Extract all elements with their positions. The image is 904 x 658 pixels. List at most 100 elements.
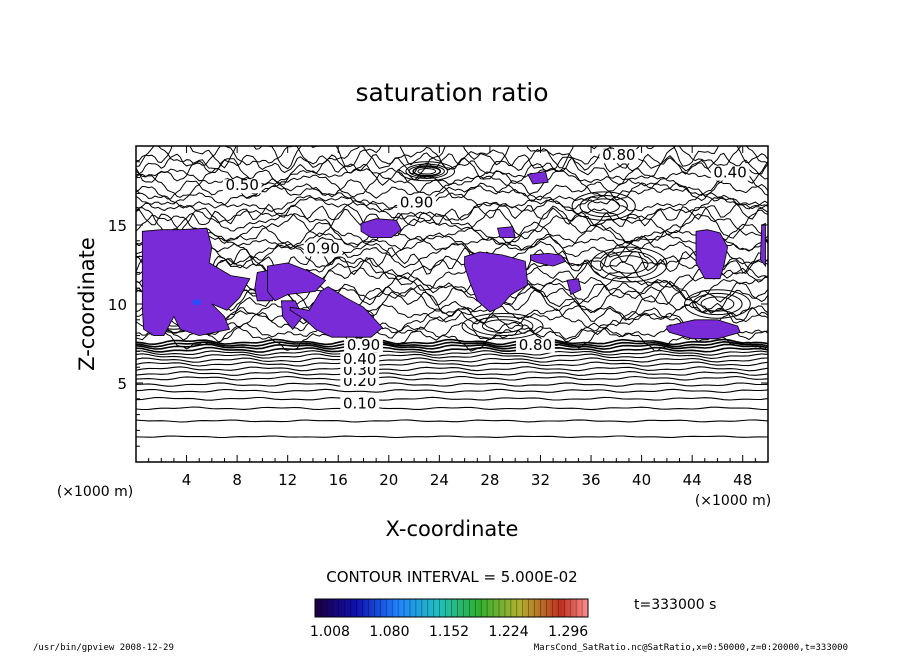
colorbar-stripes: [320, 599, 583, 617]
footer-right-text: MarsCond_SatRatio.nc@SatRatio,x=0:50000,…: [534, 643, 848, 653]
supersaturated-region: [464, 251, 529, 313]
contour-label-bg: [222, 179, 262, 194]
contour-cell: [471, 316, 534, 337]
contour-line: [136, 375, 768, 381]
contour-cell: [692, 292, 743, 316]
contour-label: 0.10: [343, 394, 376, 412]
contour-cell: [461, 312, 544, 340]
contour-cell: [600, 250, 658, 279]
colorbar-tick-label: 1.224: [489, 624, 529, 640]
contour-line: [136, 182, 768, 210]
contour-line: [136, 192, 768, 213]
peak-spot: [192, 299, 201, 306]
contour-cell: [587, 198, 620, 214]
contour-line: [136, 146, 768, 171]
contour-line: [136, 350, 768, 356]
contour-label-bg: [344, 338, 383, 353]
contour-line: [136, 357, 768, 363]
contour-line: [136, 361, 768, 367]
contour-line: [136, 286, 768, 314]
contour-cell: [590, 246, 668, 283]
contour-cell: [579, 194, 628, 218]
supersaturated-region: [360, 218, 402, 238]
contour-line: [136, 303, 768, 323]
contour-line: [136, 325, 768, 352]
contour-cell: [609, 255, 649, 274]
supersaturated-region: [496, 226, 516, 238]
plot-area: 0.100.200.300.400.900.800.500.900.800.90…: [136, 146, 768, 439]
supersaturated-region: [759, 222, 766, 268]
contour-label-bg: [340, 364, 380, 379]
colorbar-ticks: 1.008 1.080 1.152 1.224 1.296: [310, 624, 588, 640]
contour-label: 0.50: [225, 176, 258, 194]
contour-label-bg: [710, 166, 750, 181]
x-axis-ticks: 4 8 12 16 20 24 28 32 36 40 44 48: [148, 146, 756, 489]
x-tick-label: 40: [632, 471, 651, 489]
chart-title: saturation ratio: [355, 78, 548, 107]
contour-lines-lower: [136, 338, 768, 439]
x-tick-label: 32: [531, 471, 550, 489]
contour-cell: [684, 289, 751, 319]
colorbar-tick-label: 1.152: [429, 624, 469, 640]
supersaturated-region: [267, 262, 327, 302]
contour-line: [136, 435, 768, 439]
y-axis-ticks: 5 10 15: [108, 161, 768, 447]
contour-line: [136, 204, 768, 240]
contour-cell: [417, 168, 437, 175]
x-tick-label: 36: [581, 471, 600, 489]
contour-cell: [481, 319, 524, 333]
time-label: t=333000 s: [634, 597, 716, 613]
contour-cell: [412, 166, 441, 176]
contour-label-bg: [397, 196, 437, 211]
contour-label-bg: [340, 397, 380, 412]
contour-line: [136, 288, 768, 325]
x-axis-unit: (×1000 m): [695, 493, 771, 509]
contour-label: 0.90: [347, 336, 380, 354]
supersaturated-region: [695, 229, 729, 280]
contour-label: 0.40: [343, 350, 376, 368]
contour-cell: [412, 166, 442, 177]
x-tick-label: 28: [480, 471, 499, 489]
contour-label: 0.90: [400, 194, 433, 212]
contour-cell: [571, 191, 636, 221]
contour-line: [136, 194, 768, 224]
y-tick-label: 10: [108, 296, 127, 314]
contour-line: [136, 340, 768, 348]
contour-label-bg: [516, 338, 555, 353]
contour-interval-label: CONTOUR INTERVAL = 5.000E-02: [326, 568, 577, 586]
x-tick-label: 8: [232, 471, 242, 489]
x-tick-label: 16: [329, 471, 348, 489]
contour-line: [136, 419, 768, 423]
contour-line: [136, 388, 768, 394]
y-axis-label: Z-coordinate: [75, 237, 99, 371]
contour-line: [136, 221, 768, 249]
colorbar-tick-label: 1.296: [548, 624, 588, 640]
supersaturated-region: [527, 170, 549, 185]
footer-left-text: /usr/bin/gpview 2008-12-29: [33, 643, 174, 653]
x-tick-label: 4: [182, 471, 192, 489]
contour-label: 0.80: [519, 336, 552, 354]
contour-line: [136, 353, 768, 359]
contour-line: [136, 213, 768, 245]
contour-label-bg: [340, 353, 380, 368]
supersaturated-region: [666, 319, 741, 340]
supersaturated-region: [280, 300, 304, 330]
contour-cell: [408, 165, 445, 178]
contour-line: [136, 146, 768, 170]
supersaturated-regions: [141, 170, 766, 340]
supersaturated-region: [530, 252, 567, 267]
contour-cell: [700, 296, 735, 312]
contour-label-bg: [599, 149, 639, 164]
colorbar-tick-label: 1.008: [310, 624, 350, 640]
supersaturated-region: [141, 227, 251, 337]
contour-label: 0.90: [306, 239, 339, 257]
contour-line: [136, 338, 768, 346]
x-axis-label: X-coordinate: [386, 517, 519, 541]
contour-cell: [398, 161, 456, 182]
contour-line: [136, 396, 768, 401]
contour-cell: [405, 163, 449, 179]
contour-line: [136, 366, 768, 372]
x-tick-label: 44: [683, 471, 702, 489]
y-tick-label: 15: [108, 217, 127, 235]
contour-label-bg: [303, 242, 343, 257]
